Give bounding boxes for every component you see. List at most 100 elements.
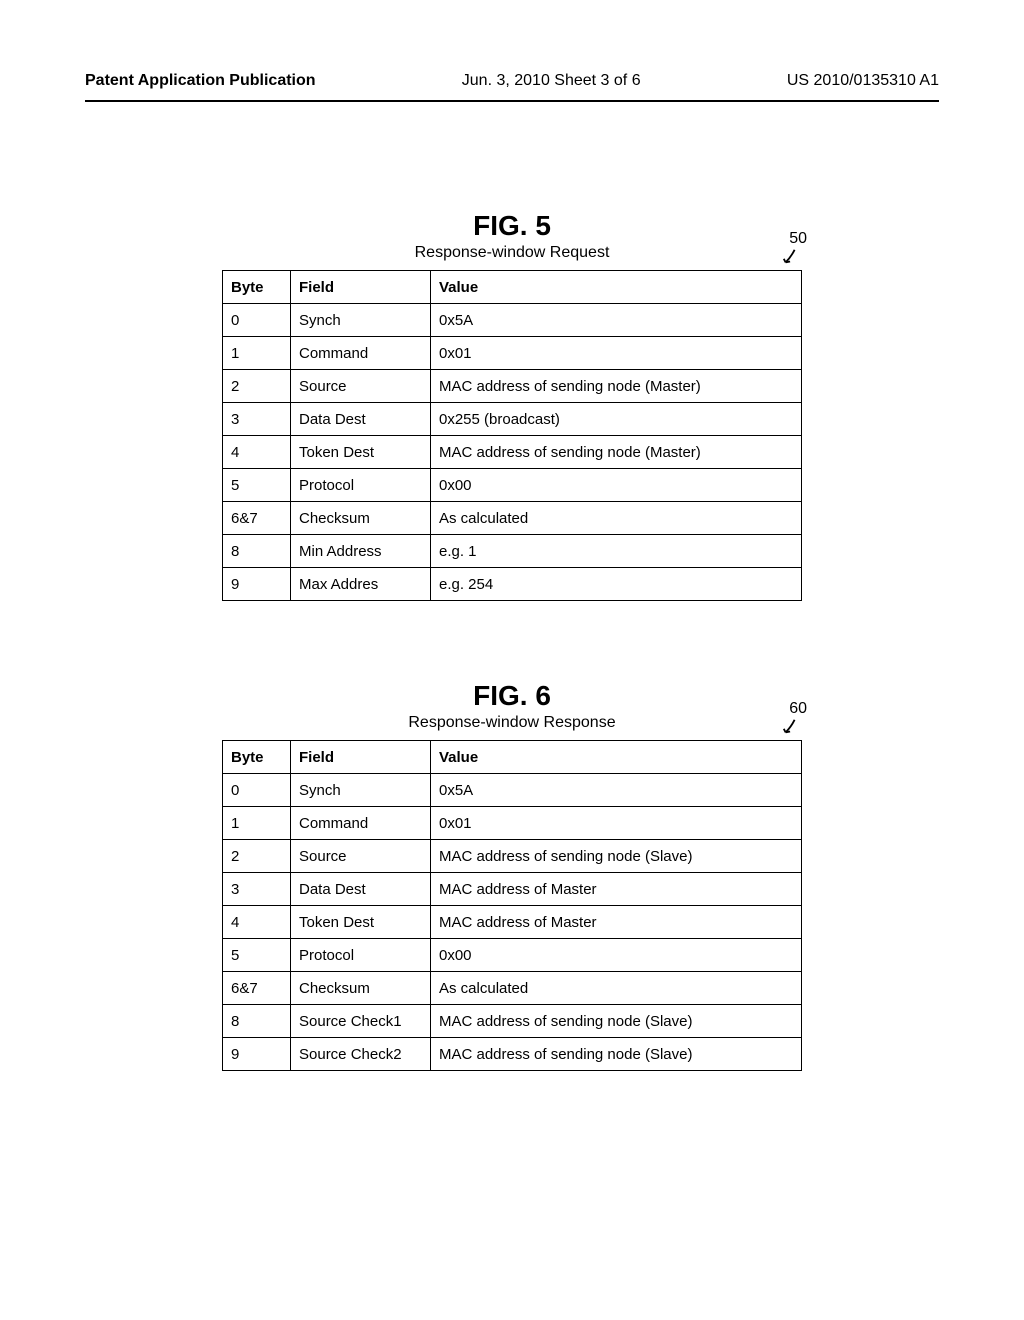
table-cell: 0x5A	[431, 774, 802, 807]
table-row: 9Source Check2MAC address of sending nod…	[223, 1038, 802, 1071]
table-cell: 5	[223, 939, 291, 972]
table-cell: MAC address of Master	[431, 906, 802, 939]
table-cell: 3	[223, 873, 291, 906]
table-cell: Protocol	[291, 939, 431, 972]
col-value: Value	[431, 271, 802, 304]
table-cell: Max Addres	[291, 568, 431, 601]
table-row: 1Command0x01	[223, 337, 802, 370]
table-cell: 9	[223, 568, 291, 601]
figure-6-title: FIG. 6	[222, 680, 802, 712]
table-cell: Source Check2	[291, 1038, 431, 1071]
col-byte: Byte	[223, 271, 291, 304]
table-row: 0Synch0x5A	[223, 304, 802, 337]
table-row: 5Protocol0x00	[223, 469, 802, 502]
table-row: 2SourceMAC address of sending node (Mast…	[223, 370, 802, 403]
table-cell: 4	[223, 436, 291, 469]
table-row: 5Protocol0x00	[223, 939, 802, 972]
figure-5-ref: 50	[789, 230, 807, 248]
col-byte: Byte	[223, 741, 291, 774]
table-cell: 1	[223, 337, 291, 370]
table-cell: 4	[223, 906, 291, 939]
table-cell: Token Dest	[291, 906, 431, 939]
table-cell: 6&7	[223, 502, 291, 535]
table-cell: As calculated	[431, 972, 802, 1005]
table-cell: 5	[223, 469, 291, 502]
table-row: 3Data Dest0x255 (broadcast)	[223, 403, 802, 436]
table-row: 2SourceMAC address of sending node (Slav…	[223, 840, 802, 873]
figure-5-subtitle-text: Response-window Request	[415, 244, 610, 261]
figure-6-ref: 60	[789, 700, 807, 718]
figure-6-subtitle: Response-window Response 60	[222, 714, 802, 732]
table-cell: Command	[291, 337, 431, 370]
header-mid: Jun. 3, 2010 Sheet 3 of 6	[462, 72, 641, 90]
page-header: Patent Application Publication Jun. 3, 2…	[85, 72, 939, 90]
table-cell: 8	[223, 535, 291, 568]
header-left: Patent Application Publication	[85, 72, 316, 90]
page: Patent Application Publication Jun. 3, 2…	[0, 0, 1024, 1320]
table-row: 9Max Addrese.g. 254	[223, 568, 802, 601]
table-row: 4Token DestMAC address of sending node (…	[223, 436, 802, 469]
figure-5-table: Byte Field Value 0Synch0x5A1Command0x012…	[222, 270, 802, 601]
table-cell: As calculated	[431, 502, 802, 535]
arrow-icon	[782, 248, 800, 266]
arrow-icon	[782, 718, 800, 736]
table-header-row: Byte Field Value	[223, 271, 802, 304]
table-row: 3Data DestMAC address of Master	[223, 873, 802, 906]
table-cell: 0x5A	[431, 304, 802, 337]
table-header-row: Byte Field Value	[223, 741, 802, 774]
figure-5-tbody: 0Synch0x5A1Command0x012SourceMAC address…	[223, 304, 802, 601]
table-cell: 0x00	[431, 469, 802, 502]
header-right: US 2010/0135310 A1	[787, 72, 939, 90]
figure-6-tbody: 0Synch0x5A1Command0x012SourceMAC address…	[223, 774, 802, 1071]
figure-5-subtitle: Response-window Request 50	[222, 244, 802, 262]
table-cell: MAC address of sending node (Slave)	[431, 1005, 802, 1038]
figure-5: FIG. 5 Response-window Request 50 Byte F…	[222, 210, 802, 601]
header-rule	[85, 100, 939, 102]
table-cell: Data Dest	[291, 403, 431, 436]
table-cell: Protocol	[291, 469, 431, 502]
table-cell: MAC address of sending node (Slave)	[431, 1038, 802, 1071]
table-cell: e.g. 254	[431, 568, 802, 601]
col-field: Field	[291, 741, 431, 774]
table-row: 8Source Check1MAC address of sending nod…	[223, 1005, 802, 1038]
table-cell: MAC address of sending node (Master)	[431, 370, 802, 403]
table-cell: MAC address of Master	[431, 873, 802, 906]
figure-5-title: FIG. 5	[222, 210, 802, 242]
table-row: 8Min Addresse.g. 1	[223, 535, 802, 568]
table-cell: MAC address of sending node (Master)	[431, 436, 802, 469]
table-cell: Source Check1	[291, 1005, 431, 1038]
table-cell: e.g. 1	[431, 535, 802, 568]
table-cell: Token Dest	[291, 436, 431, 469]
table-cell: Synch	[291, 774, 431, 807]
table-cell: Data Dest	[291, 873, 431, 906]
table-row: 6&7ChecksumAs calculated	[223, 972, 802, 1005]
table-row: 0Synch0x5A	[223, 774, 802, 807]
table-cell: 3	[223, 403, 291, 436]
table-cell: 9	[223, 1038, 291, 1071]
table-cell: Source	[291, 370, 431, 403]
table-row: 1Command0x01	[223, 807, 802, 840]
table-cell: Command	[291, 807, 431, 840]
figure-6-table: Byte Field Value 0Synch0x5A1Command0x012…	[222, 740, 802, 1071]
table-cell: MAC address of sending node (Slave)	[431, 840, 802, 873]
table-cell: 0x01	[431, 807, 802, 840]
table-cell: 2	[223, 840, 291, 873]
table-cell: Checksum	[291, 502, 431, 535]
table-cell: Source	[291, 840, 431, 873]
table-cell: 2	[223, 370, 291, 403]
table-cell: 0x255 (broadcast)	[431, 403, 802, 436]
figure-6-subtitle-text: Response-window Response	[408, 714, 615, 731]
col-field: Field	[291, 271, 431, 304]
table-cell: Min Address	[291, 535, 431, 568]
table-cell: 0	[223, 304, 291, 337]
table-cell: 0x00	[431, 939, 802, 972]
col-value: Value	[431, 741, 802, 774]
table-cell: Checksum	[291, 972, 431, 1005]
table-cell: 8	[223, 1005, 291, 1038]
table-row: 4Token DestMAC address of Master	[223, 906, 802, 939]
table-row: 6&7ChecksumAs calculated	[223, 502, 802, 535]
table-cell: Synch	[291, 304, 431, 337]
table-cell: 0x01	[431, 337, 802, 370]
table-cell: 0	[223, 774, 291, 807]
table-cell: 6&7	[223, 972, 291, 1005]
